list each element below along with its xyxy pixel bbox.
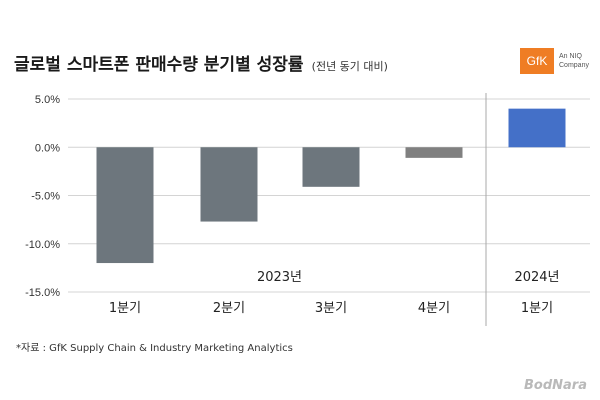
chart-subtitle: (전년 동기 대비) — [311, 60, 388, 73]
bar — [96, 147, 154, 264]
x-tick-label: 2분기 — [213, 301, 245, 316]
x-tick-label: 4분기 — [418, 301, 450, 316]
y-tick-label: 0.0% — [35, 142, 60, 154]
x-tick-label: 1분기 — [521, 301, 553, 316]
bar — [508, 108, 566, 148]
gfk-logo-line2: Company — [559, 62, 589, 69]
gfk-logo-line1: An NIQ — [559, 53, 582, 60]
bar — [405, 147, 463, 158]
y-tick-label: 5.0% — [35, 94, 60, 106]
chart-title: 글로벌 스마트폰 판매수량 분기별 성장률 — [14, 55, 304, 75]
x-tick-label: 1분기 — [109, 301, 141, 316]
gfk-logo-mark: GfK — [520, 48, 554, 74]
watermark-logo: BodNara — [524, 378, 587, 393]
x-tick-label: 3분기 — [315, 301, 347, 316]
bar — [302, 147, 360, 187]
source-note: *자료 : GfK Supply Chain & Industry Market… — [16, 343, 293, 354]
group-label: 2024년 — [514, 270, 559, 285]
gfk-logo: GfK An NIQ Company — [520, 48, 589, 74]
y-tick-label: -15.0% — [25, 287, 60, 299]
bar — [200, 147, 258, 222]
y-tick-label: -5.0% — [31, 191, 60, 203]
chart-title-block: 글로벌 스마트폰 판매수량 분기별 성장률 (전년 동기 대비) — [14, 50, 388, 75]
group-label: 2023년 — [257, 270, 302, 285]
y-tick-label: -10.0% — [25, 239, 60, 251]
gfk-logo-text: An NIQ Company — [559, 52, 589, 70]
